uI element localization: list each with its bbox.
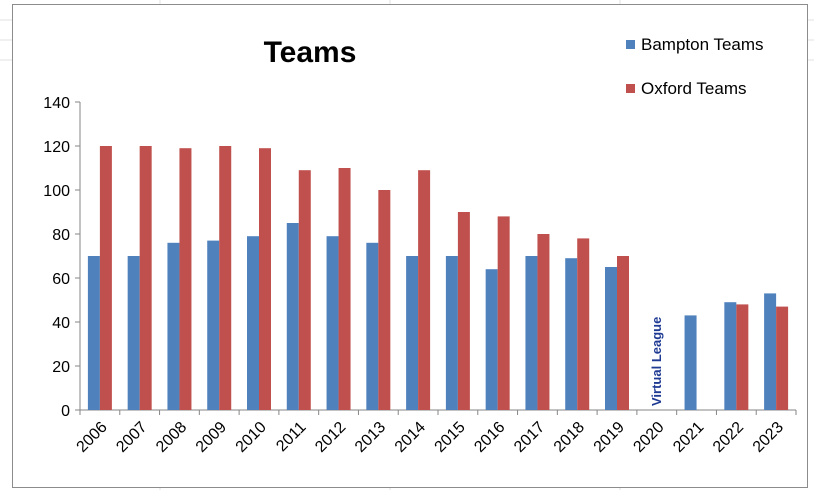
oxford-bar-2006	[99, 146, 112, 410]
bampton-bar-2012	[326, 236, 339, 410]
bampton-bar-2016	[485, 269, 498, 410]
x-tick-label: 2018	[551, 419, 588, 456]
x-tick-label: 2019	[591, 419, 628, 456]
oxford-bar-2016	[497, 216, 510, 410]
legend-label: Oxford Teams	[641, 79, 747, 98]
bampton-bar-2009	[207, 240, 220, 410]
oxford-bar-2012	[338, 168, 351, 410]
y-tick-label: 120	[43, 139, 70, 156]
oxford-bar-2017	[537, 234, 550, 410]
chart-annotations: Virtual League	[649, 317, 664, 406]
oxford-bar-2008	[179, 148, 192, 410]
chart-legend: Bampton Teams Oxford Teams	[626, 35, 764, 98]
x-tick-label: 2020	[630, 419, 667, 456]
x-axis: 2006 2007 2008 2009 2010 2011 2012 2013 2014 2015…	[74, 409, 797, 456]
bampton-bar-2022	[724, 302, 737, 410]
bars	[87, 146, 789, 410]
x-tick-label: 2013	[352, 419, 389, 456]
y-axis: 0 20 40 60 80 100 120 140	[43, 95, 81, 420]
oxford-bar-2009	[219, 146, 232, 410]
bampton-bar-2014	[406, 256, 419, 410]
x-tick-label: 2008	[153, 419, 190, 456]
oxford-bar-2007	[139, 146, 152, 410]
x-tick-label: 2021	[670, 419, 707, 456]
oxford-bar-2011	[298, 170, 311, 410]
legend-swatch	[626, 84, 635, 93]
bampton-bar-2021	[684, 315, 697, 410]
legend-swatch	[626, 40, 635, 49]
y-tick-label: 60	[52, 271, 70, 288]
legend-label: Bampton Teams	[641, 35, 764, 54]
chart-title: Teams	[264, 36, 357, 69]
x-tick-label: 2017	[511, 419, 548, 456]
y-tick-label: 140	[43, 95, 70, 112]
oxford-bar-2014	[418, 170, 431, 410]
bampton-bar-2007	[127, 256, 140, 410]
x-tick-label: 2015	[432, 419, 469, 456]
bampton-bar-2023	[764, 293, 777, 410]
bampton-bar-2006	[87, 256, 100, 410]
y-tick-label: 100	[43, 183, 70, 200]
bampton-bar-2011	[286, 223, 299, 410]
oxford-bar-2018	[577, 238, 590, 410]
x-tick-label: 2007	[113, 419, 150, 456]
bampton-bar-2018	[565, 258, 578, 410]
x-tick-label: 2006	[74, 419, 111, 456]
oxford-bar-2013	[378, 190, 391, 410]
oxford-bar-2023	[776, 306, 789, 410]
bampton-bar-2019	[605, 267, 617, 410]
x-tick-label: 2016	[471, 419, 508, 456]
x-tick-label: 2010	[233, 419, 270, 456]
x-tick-label: 2022	[710, 419, 747, 456]
oxford-bar-2019	[617, 256, 629, 410]
y-tick-label: 0	[61, 403, 70, 420]
y-tick-label: 80	[52, 227, 70, 244]
bampton-bar-2017	[525, 256, 538, 410]
y-tick-label: 40	[52, 315, 70, 332]
x-tick-label: 2014	[392, 419, 429, 456]
x-tick-label: 2023	[750, 419, 787, 456]
x-tick-label: 2012	[312, 419, 349, 456]
oxford-bar-2010	[259, 148, 271, 410]
y-tick-label: 20	[52, 359, 70, 376]
bampton-bar-2008	[167, 242, 180, 410]
bampton-bar-2015	[445, 256, 458, 410]
virtual-league-annotation: Virtual League	[649, 317, 664, 406]
x-tick-label: 2011	[273, 419, 309, 455]
bampton-bar-2010	[247, 236, 259, 410]
x-tick-label: 2009	[193, 419, 230, 456]
bampton-bar-2013	[366, 242, 379, 410]
oxford-bar-2022	[736, 304, 749, 410]
oxford-bar-2015	[457, 212, 470, 410]
